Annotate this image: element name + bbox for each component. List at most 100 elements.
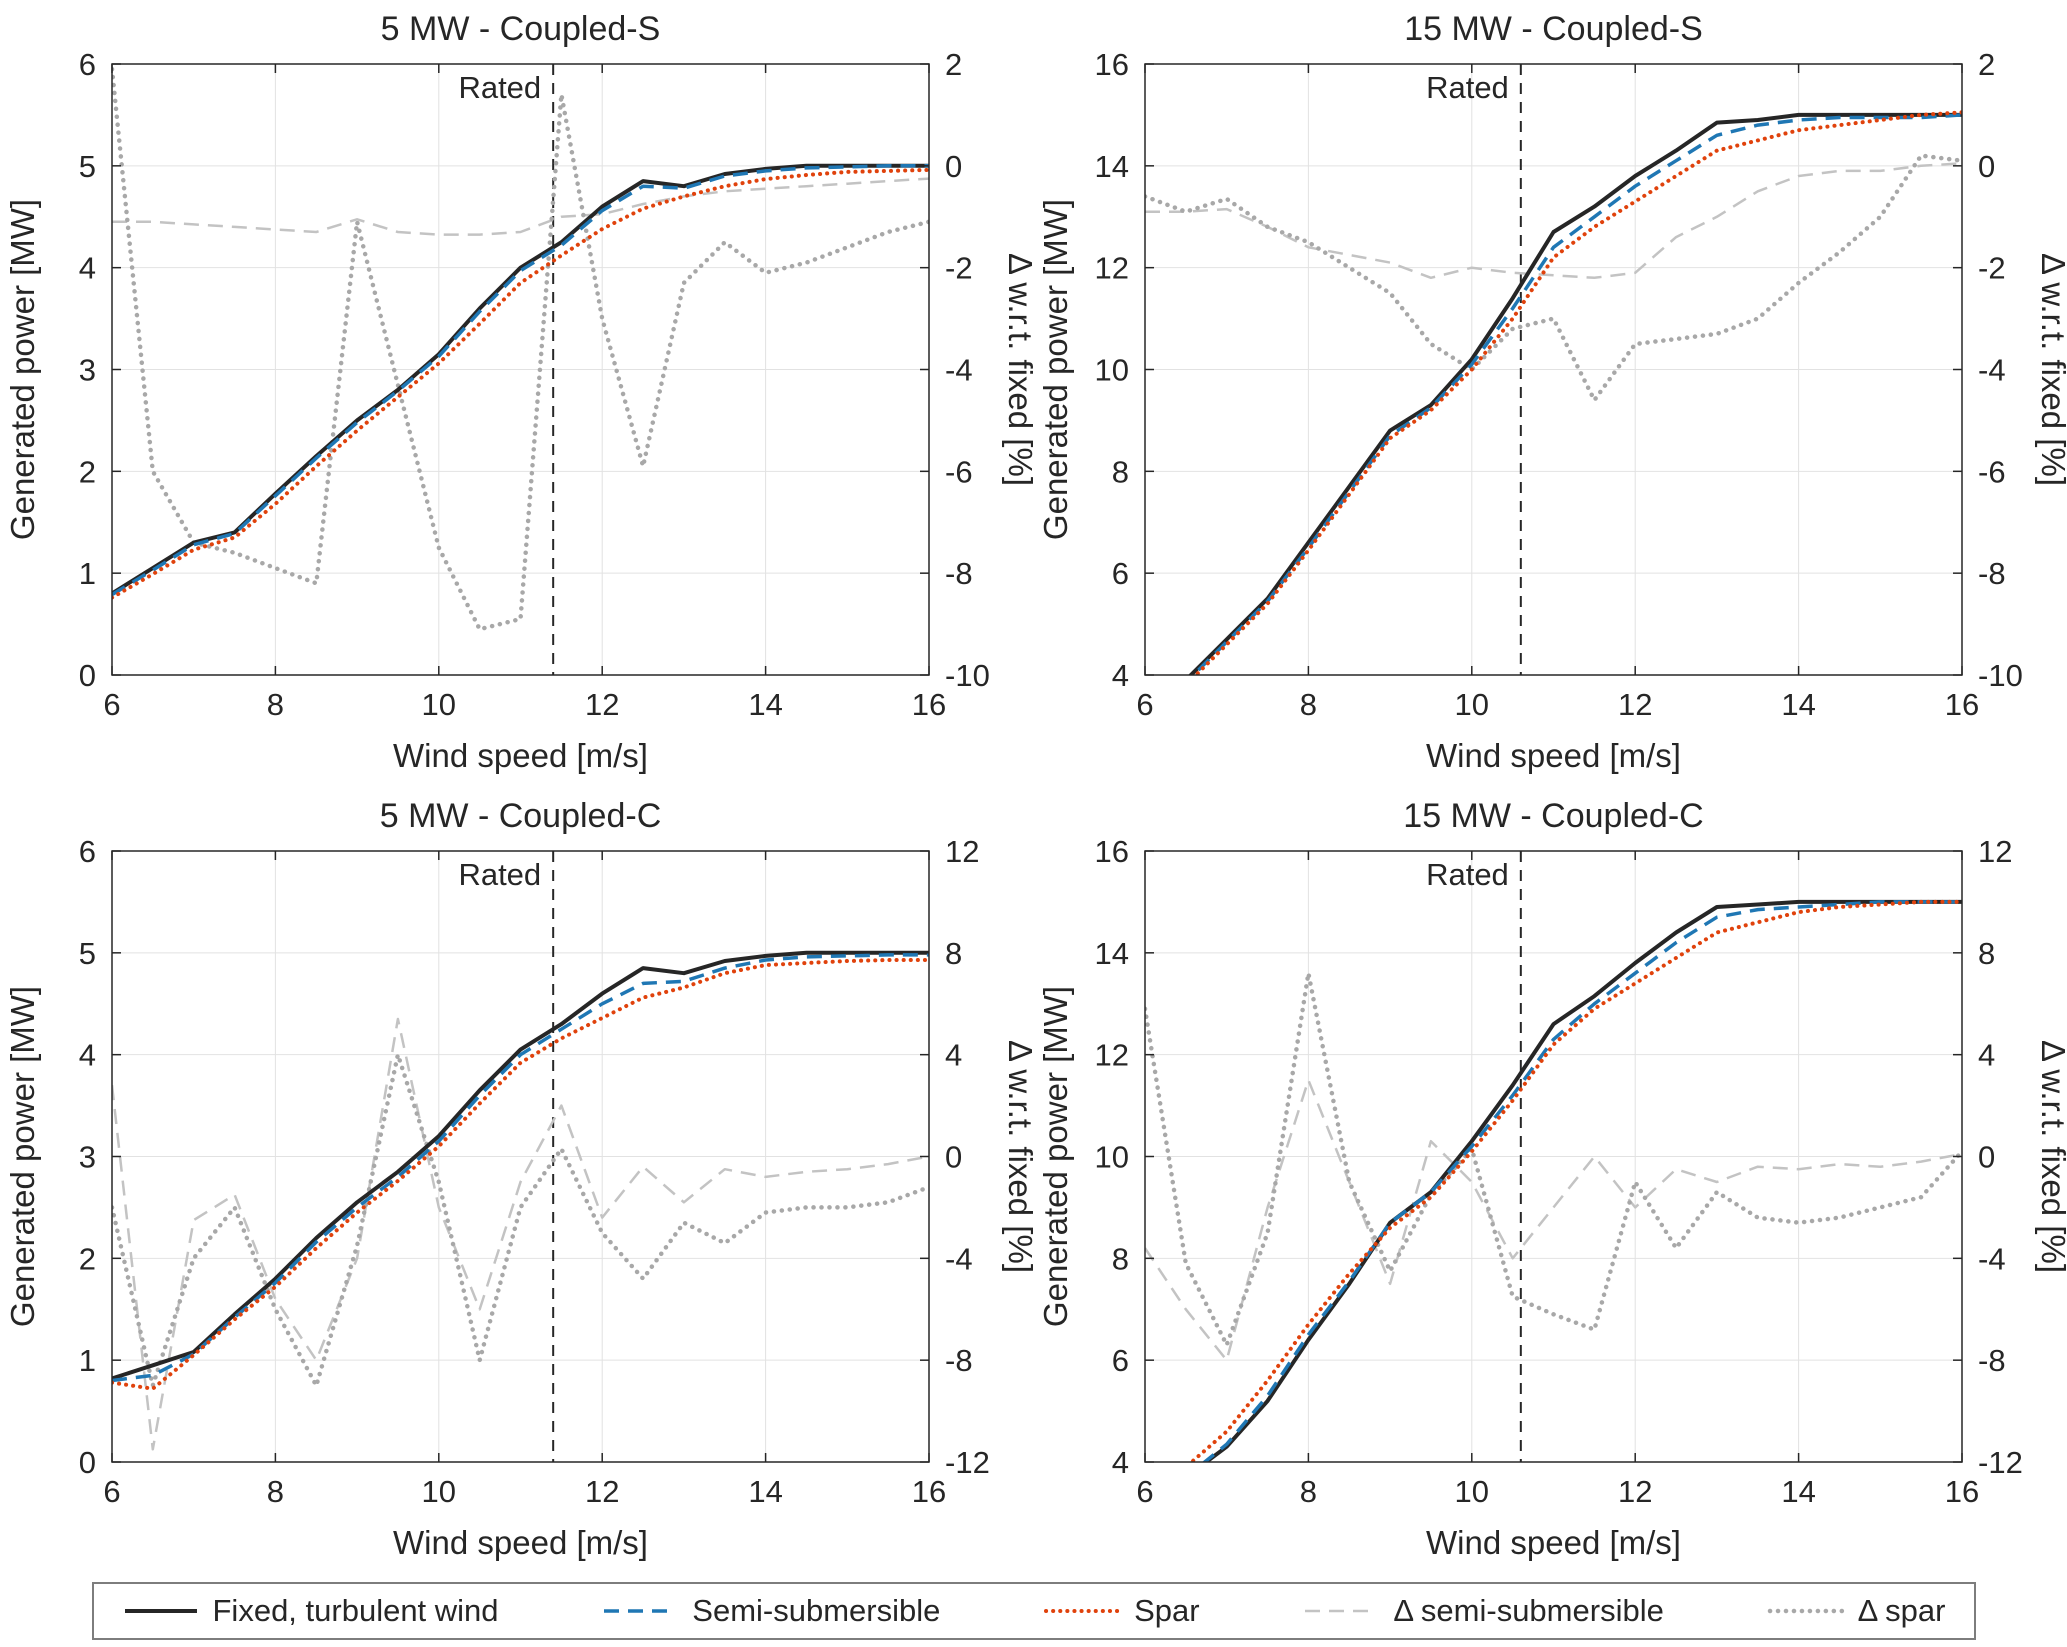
- series-1: [112, 950, 929, 1381]
- svg-text:6: 6: [1112, 556, 1129, 591]
- chart-5mw-coupled-s: Rated 6 8 10 12 14 16 0 1 2 3 4 5 6 -10 -8 -6 -4 -2 0 2 Wind …: [0, 4, 1033, 791]
- legend: Fixed, turbulent wind Semi-submersible Spa…: [91, 1582, 1976, 1640]
- svg-text:6: 6: [1136, 1474, 1153, 1509]
- svg-text:-12: -12: [945, 1445, 990, 1480]
- chart-5mw-coupled-c: Rated 6 8 10 12 14 16 0 1 2 3 4 5 6 -12 -8 -4 0 4 8 12 Wind s…: [0, 791, 1033, 1578]
- svg-text:6: 6: [103, 1474, 120, 1509]
- svg-text:-8: -8: [1978, 1343, 2006, 1378]
- svg-text:10: 10: [422, 687, 456, 722]
- chart-title: 5 MW - Coupled-C: [380, 797, 662, 835]
- svg-text:8: 8: [1112, 1241, 1129, 1276]
- right-axis-label: Δ w.r.t. fixed [%]: [1002, 253, 1033, 486]
- legend-line-sample-1: [124, 1609, 197, 1613]
- svg-text:14: 14: [1095, 149, 1129, 184]
- svg-text:14: 14: [748, 1474, 782, 1509]
- legend-item-4: Δ semi-submersible: [1302, 1593, 1664, 1629]
- series-3: [112, 167, 929, 600]
- svg-text:6: 6: [79, 47, 96, 82]
- legend-item-2: Semi-submersible: [601, 1593, 940, 1629]
- series-4: [112, 1017, 929, 1451]
- svg-text:6: 6: [103, 687, 120, 722]
- left-axis-label: Generated power [MW]: [4, 199, 41, 540]
- rated-annotation: Rated: [458, 70, 541, 105]
- legend-item-1: Fixed, turbulent wind: [122, 1593, 499, 1629]
- series-5: [112, 1052, 929, 1388]
- series-2: [112, 164, 929, 597]
- svg-text:12: 12: [1095, 1038, 1129, 1073]
- svg-text:16: 16: [1095, 47, 1129, 82]
- svg-text:2: 2: [1978, 47, 1995, 82]
- svg-text:0: 0: [945, 1140, 962, 1175]
- svg-text:10: 10: [422, 1474, 456, 1509]
- svg-text:-4: -4: [1978, 1241, 2006, 1276]
- svg-text:6: 6: [1112, 1343, 1129, 1378]
- left-axis-label: Generated power [MW]: [1037, 986, 1074, 1327]
- right-axis-label: Δ w.r.t. fixed [%]: [2035, 253, 2066, 486]
- svg-text:5: 5: [79, 149, 96, 184]
- svg-text:4: 4: [945, 1038, 962, 1073]
- svg-text:1: 1: [79, 1343, 96, 1378]
- series-5: [1145, 153, 1962, 403]
- svg-text:8: 8: [267, 687, 284, 722]
- chart-15mw-coupled-s: Rated 6 8 10 12 14 16 4 6 8 10 12 14 16 -10 -8 -6 -4 -2 0 2 W…: [1033, 4, 2067, 791]
- svg-text:16: 16: [1945, 687, 1979, 722]
- svg-text:-8: -8: [945, 556, 973, 591]
- legend-label-1: Fixed, turbulent wind: [212, 1593, 499, 1628]
- charts-grid: Rated 6 8 10 12 14 16 0 1 2 3 4 5 6 -10 -8 -6 -4 -2 0 2 Wind …: [0, 4, 2067, 1578]
- svg-text:1: 1: [79, 556, 96, 591]
- svg-text:-8: -8: [1978, 556, 2006, 591]
- series-5: [112, 66, 929, 632]
- legend-label-2: Semi-submersible: [692, 1593, 941, 1628]
- left-axis-label: Generated power [MW]: [1037, 199, 1074, 540]
- series-2: [1201, 900, 1962, 1462]
- svg-text:4: 4: [79, 251, 96, 286]
- svg-text:0: 0: [79, 1445, 96, 1480]
- svg-text:0: 0: [1978, 149, 1995, 184]
- series-3: [112, 958, 929, 1391]
- svg-text:2: 2: [79, 1241, 96, 1276]
- svg-text:4: 4: [1978, 1038, 1995, 1073]
- svg-text:6: 6: [79, 834, 96, 869]
- rated-annotation: Rated: [458, 857, 541, 892]
- series-4: [112, 177, 929, 236]
- x-axis-label: Wind speed [m/s]: [393, 737, 648, 774]
- x-axis-label: Wind speed [m/s]: [393, 1524, 648, 1561]
- svg-text:8: 8: [1978, 936, 1995, 971]
- svg-text:4: 4: [79, 1038, 96, 1073]
- series-2: [112, 953, 929, 1383]
- series-2: [1190, 113, 1962, 675]
- series-3: [1193, 110, 1962, 675]
- svg-text:10: 10: [1455, 687, 1489, 722]
- svg-text:-8: -8: [945, 1343, 973, 1378]
- svg-text:12: 12: [585, 1474, 619, 1509]
- chart-title: 15 MW - Coupled-C: [1403, 797, 1703, 835]
- chart-15mw-coupled-c: Rated 6 8 10 12 14 16 4 6 8 10 12 14 16 -12 -8 -4 0 4 8 12 Wi…: [1033, 791, 2067, 1578]
- svg-text:-4: -4: [1978, 353, 2006, 388]
- svg-text:16: 16: [1095, 834, 1129, 869]
- series-5: [1145, 970, 1962, 1348]
- right-axis-label: Δ w.r.t. fixed [%]: [2035, 1040, 2066, 1273]
- svg-text:6: 6: [1136, 687, 1153, 722]
- svg-text:0: 0: [79, 658, 96, 693]
- series-3: [1188, 899, 1962, 1462]
- svg-text:14: 14: [1781, 1474, 1815, 1509]
- svg-text:-4: -4: [945, 353, 973, 388]
- svg-text:0: 0: [1978, 1140, 1995, 1175]
- svg-text:12: 12: [945, 834, 979, 869]
- svg-text:10: 10: [1095, 1140, 1129, 1175]
- svg-text:-12: -12: [1978, 1445, 2023, 1480]
- svg-text:12: 12: [1618, 1474, 1652, 1509]
- chart-title: 5 MW - Coupled-S: [381, 10, 661, 48]
- legend-line-sample-4: [1305, 1609, 1378, 1613]
- svg-text:2: 2: [79, 454, 96, 489]
- legend-item-5: Δ spar: [1767, 1593, 1945, 1629]
- svg-text:4: 4: [1112, 658, 1129, 693]
- right-axis-label: Δ w.r.t. fixed [%]: [1002, 1040, 1033, 1273]
- svg-text:-10: -10: [1978, 658, 2023, 693]
- legend-line-sample-5: [1767, 1608, 1844, 1614]
- rated-annotation: Rated: [1426, 857, 1509, 892]
